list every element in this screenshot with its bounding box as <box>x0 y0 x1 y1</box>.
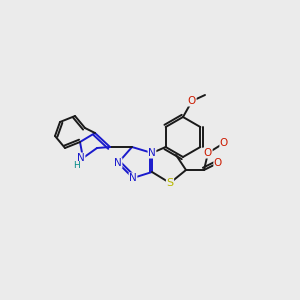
Text: N: N <box>129 173 137 183</box>
Text: H: H <box>73 161 80 170</box>
Text: S: S <box>167 178 174 188</box>
Text: N: N <box>148 148 156 158</box>
Text: O: O <box>214 158 222 168</box>
Text: O: O <box>204 148 212 158</box>
Text: N: N <box>114 158 122 168</box>
Text: N: N <box>77 153 85 163</box>
Text: O: O <box>188 96 196 106</box>
Text: O: O <box>220 138 228 148</box>
